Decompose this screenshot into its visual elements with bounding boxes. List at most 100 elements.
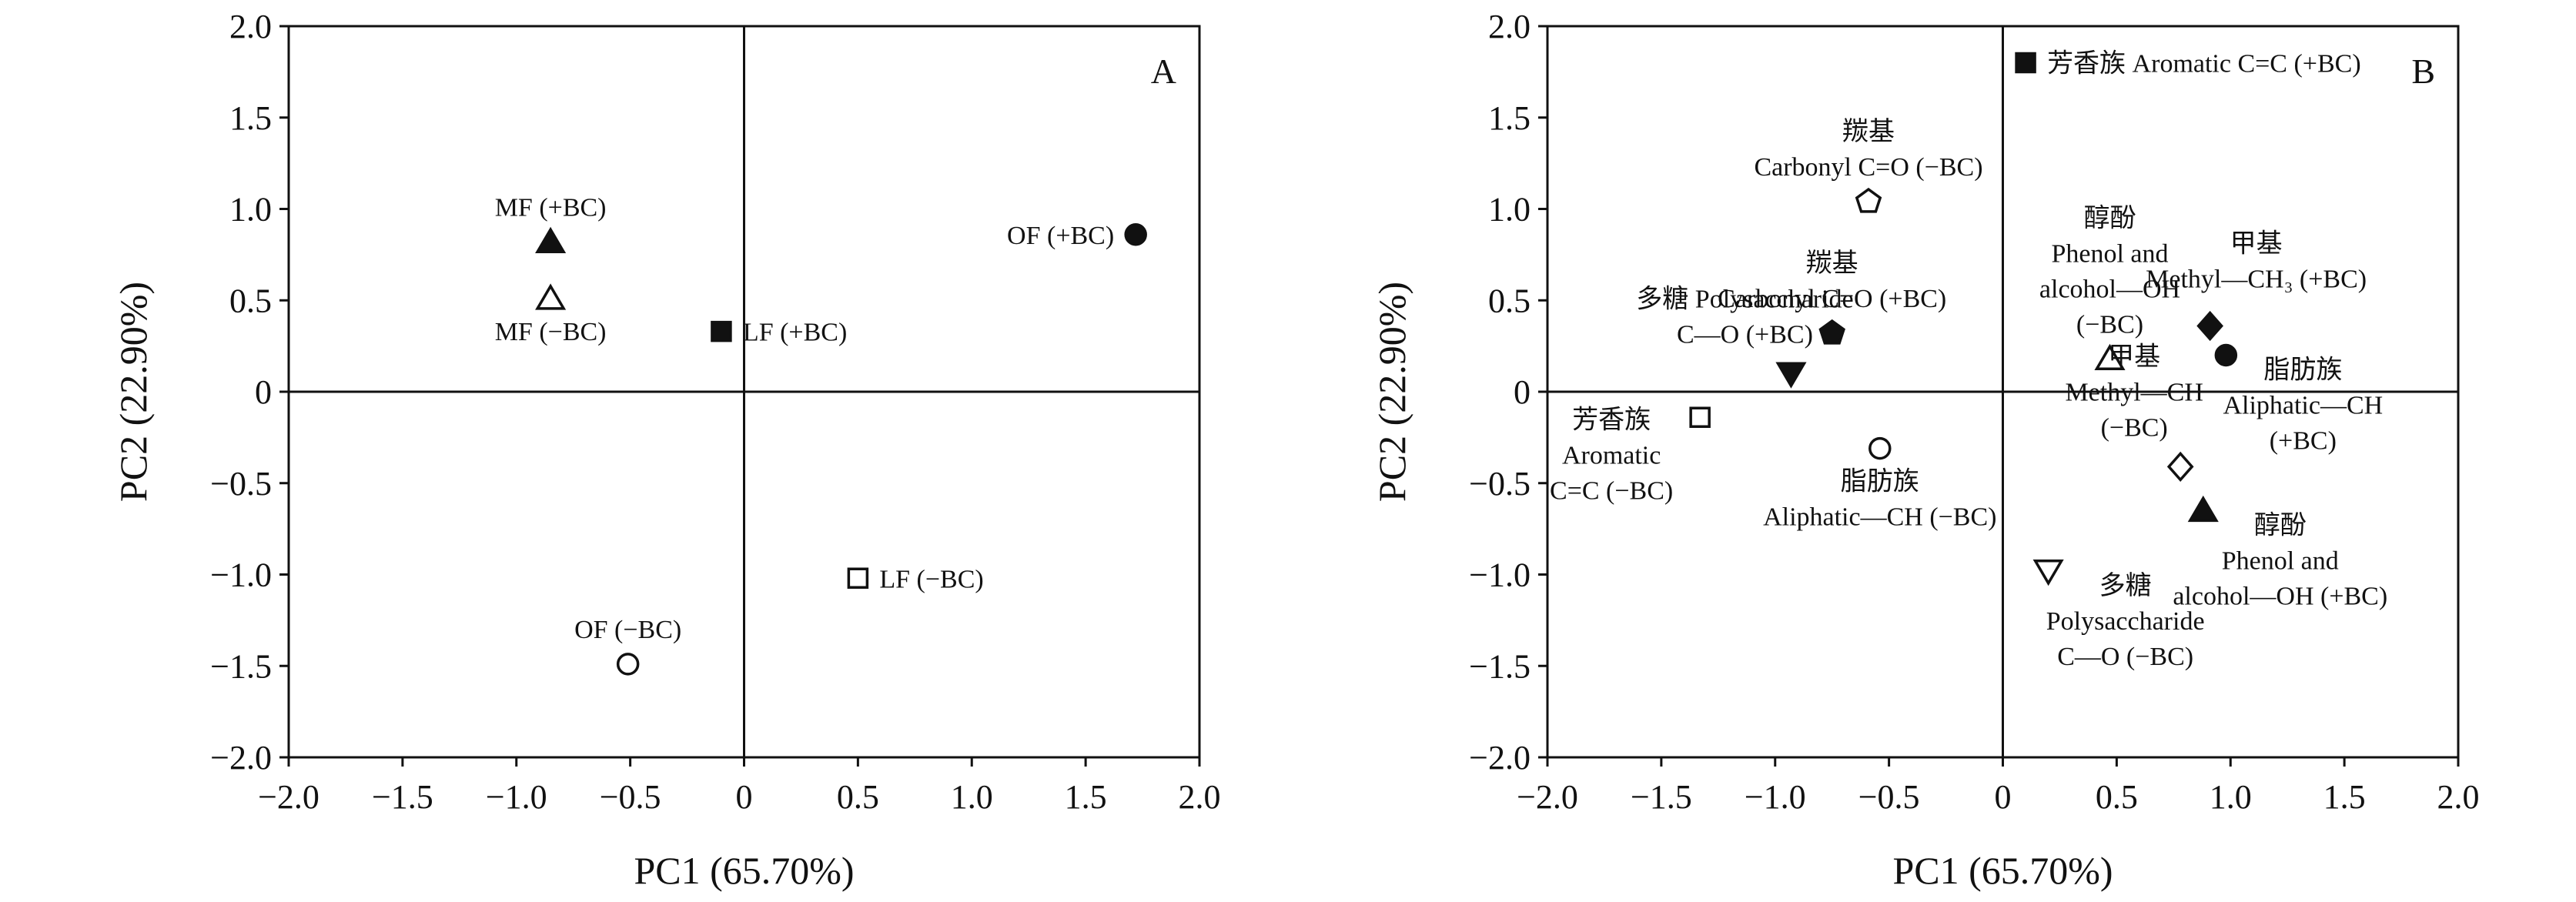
point-label: LF (+BC) bbox=[743, 319, 847, 347]
data-point bbox=[711, 320, 732, 342]
data-point bbox=[1124, 223, 1147, 246]
point-label: 醇酚 Phenol and alcohol—OH (−BC) bbox=[2039, 203, 2180, 339]
point-label: 羰基 Carbonyl C=O (+BC) bbox=[1718, 249, 1946, 313]
y-tick-label: 1.5 bbox=[1488, 99, 1531, 137]
y-tick-label: −2.0 bbox=[1469, 739, 1531, 777]
point-label-line: MF (−BC) bbox=[495, 318, 607, 346]
y-tick-label: −1.5 bbox=[1469, 647, 1531, 685]
x-tick-label: −0.5 bbox=[600, 778, 661, 816]
data-point bbox=[1855, 187, 1882, 213]
point-label-line: 甲基 bbox=[2108, 342, 2160, 371]
point-label-line: (+BC) bbox=[2270, 427, 2337, 456]
x-tick-label: −1.5 bbox=[372, 778, 433, 816]
point-label-line: alcohol—OH (+BC) bbox=[2173, 582, 2387, 610]
point-label-line: (−BC) bbox=[2101, 413, 2168, 442]
panel-label: A bbox=[1151, 52, 1176, 91]
data-point bbox=[535, 226, 567, 253]
chart-panel-a: −2.0 −1.5 −1.0 −0.5 0 0.5 1.0 1.5 2.0 2.0 1.5 1.0 0.… bbox=[112, 8, 1221, 892]
data-point bbox=[1775, 362, 1807, 389]
point-label-line: MF (+BC) bbox=[495, 193, 607, 222]
y-tick-label: −0.5 bbox=[210, 465, 272, 503]
point-label-line: Phenol and bbox=[2222, 546, 2339, 575]
point-label-line: Carbonyl C=O (−BC) bbox=[1754, 153, 1982, 182]
point-label-line: Aliphatic—CH (−BC) bbox=[1763, 503, 1996, 532]
point-label-line: OF (+BC) bbox=[1007, 222, 1114, 250]
data-point bbox=[2166, 451, 2194, 483]
y-tick-label: 2.0 bbox=[229, 8, 272, 45]
y-tick-label: 1.0 bbox=[229, 191, 272, 229]
point-label: OF (−BC) bbox=[574, 616, 681, 644]
point-label-line: 多糖 bbox=[2099, 571, 2152, 600]
y-tick-label: 2.0 bbox=[1488, 8, 1531, 45]
point-label-line: Carbonyl C=O (+BC) bbox=[1718, 285, 1946, 313]
data-point bbox=[1868, 436, 1892, 460]
x-tick-label: 1.0 bbox=[2210, 778, 2252, 816]
y-tick-label: 1.5 bbox=[229, 99, 272, 137]
point-label-line: Polysaccharide bbox=[2046, 607, 2205, 636]
y-tick-label: −1.0 bbox=[1469, 556, 1531, 594]
x-tick-label: 2.0 bbox=[1179, 778, 1221, 816]
point-label-line: Phenol and bbox=[2051, 239, 2168, 268]
point-label-line: (−BC) bbox=[2076, 310, 2143, 339]
x-tick-label: 1.5 bbox=[2323, 778, 2366, 816]
x-tick-label: 1.5 bbox=[1065, 778, 1107, 816]
x-tick-label: 0.5 bbox=[837, 778, 879, 816]
point-label-line: LF (+BC) bbox=[743, 319, 847, 347]
point-label-line: alcohol—OH bbox=[2039, 275, 2180, 303]
point-label: 甲基 Methyl—CH (−BC) bbox=[2065, 342, 2203, 442]
point-label-line: C—O (+BC) bbox=[1677, 320, 1813, 349]
x-axis-title: PC1 (65.70%) bbox=[1892, 849, 2113, 892]
point-label-line: 羰基 bbox=[1842, 117, 1895, 146]
point-label: OF (+BC) bbox=[1007, 222, 1114, 250]
point-label: 多糖 Polysaccharide C—O (−BC) bbox=[2046, 571, 2205, 671]
data-point bbox=[847, 567, 869, 589]
point-label-line: C—O (−BC) bbox=[2057, 643, 2193, 671]
point-label: 芳香族 Aromatic C=C (+BC) bbox=[2047, 49, 2361, 79]
y-tick-label: −1.0 bbox=[210, 556, 272, 594]
point-label-line: Methyl—CH₃ (+BC) bbox=[2146, 266, 2367, 294]
point-label: MF (+BC) bbox=[495, 193, 607, 222]
point-label-line: 醇酚 bbox=[2254, 510, 2307, 540]
x-axis-title: PC1 (65.70%) bbox=[634, 849, 854, 892]
data-point bbox=[1689, 406, 1711, 428]
point-label-line: 醇酚 bbox=[2084, 203, 2136, 232]
point-label-line: LF (−BC) bbox=[879, 565, 983, 593]
x-tick-label: 0 bbox=[1995, 778, 2012, 816]
y-tick-label: −0.5 bbox=[1469, 465, 1531, 503]
point-label-line: OF (−BC) bbox=[574, 616, 681, 644]
data-point bbox=[2214, 343, 2238, 367]
y-tick-label: 0.5 bbox=[1488, 282, 1531, 319]
x-tick-label: −2.0 bbox=[1517, 778, 1578, 816]
x-tick-label: 0 bbox=[736, 778, 753, 816]
point-label-line: 脂肪族 bbox=[1841, 467, 1919, 496]
y-tick-label: −2.0 bbox=[210, 739, 272, 777]
point-label: 醇酚 Phenol and alcohol—OH (+BC) bbox=[2173, 510, 2387, 610]
x-tick-label: −1.5 bbox=[1631, 778, 1692, 816]
x-tick-label: −0.5 bbox=[1858, 778, 1920, 816]
y-tick-label: −1.5 bbox=[210, 647, 272, 685]
data-point bbox=[2032, 560, 2064, 586]
data-point bbox=[2094, 343, 2126, 370]
point-label: 脂肪族 Aliphatic—CH (+BC) bbox=[2223, 356, 2383, 456]
point-label-line: Methyl—CH bbox=[2065, 378, 2203, 406]
y-tick-label: 0 bbox=[255, 373, 272, 411]
x-tick-label: 1.0 bbox=[951, 778, 993, 816]
point-label-line: Aliphatic—CH bbox=[2223, 392, 2383, 420]
point-label-line: 甲基 bbox=[2230, 229, 2283, 259]
data-point bbox=[2015, 52, 2036, 74]
point-label: 多糖 Polysaccharide C—O (+BC) bbox=[1636, 284, 1853, 349]
x-tick-label: −1.0 bbox=[1745, 778, 1806, 816]
y-tick-label: 0 bbox=[1514, 373, 1531, 411]
y-tick-label: 0.5 bbox=[229, 282, 272, 319]
y-tick-label: 1.0 bbox=[1488, 191, 1531, 229]
point-label-line: 多糖 Polysaccharide bbox=[1636, 284, 1853, 313]
point-label-line: 脂肪族 bbox=[2263, 356, 2342, 385]
data-point bbox=[616, 653, 640, 676]
y-axis-title: PC2 (22.90%) bbox=[1370, 282, 1413, 502]
x-tick-label: 0.5 bbox=[2096, 778, 2138, 816]
x-tick-label: −1.0 bbox=[486, 778, 547, 816]
point-label-line: C=C (−BC) bbox=[1550, 476, 1673, 505]
point-label: 羰基 Carbonyl C=O (−BC) bbox=[1754, 117, 1982, 182]
